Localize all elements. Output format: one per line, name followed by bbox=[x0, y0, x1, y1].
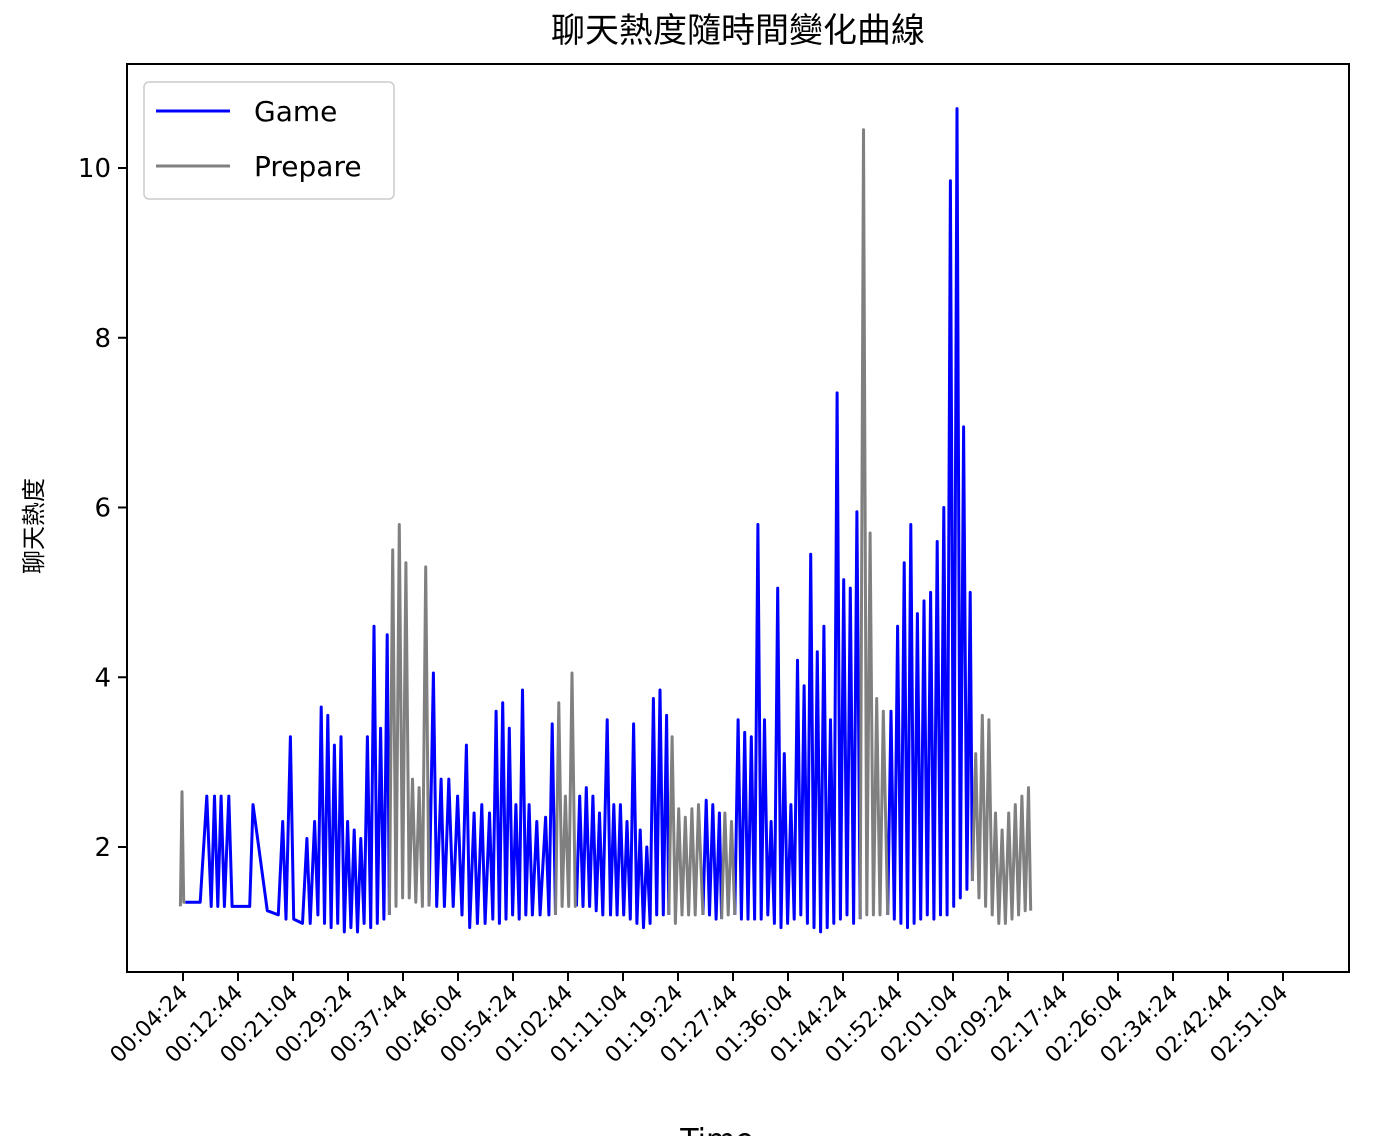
y-tick-label: 2 bbox=[94, 833, 111, 863]
y-tick-label: 10 bbox=[78, 154, 111, 184]
y-axis-label: 聊天熱度 bbox=[20, 478, 48, 574]
series-game-segment-1 bbox=[427, 671, 557, 930]
y-tick-label: 6 bbox=[94, 494, 111, 524]
legend-label-game: Game bbox=[254, 95, 337, 128]
series-layer bbox=[178, 107, 1033, 934]
chart-title: 聊天熱度隨時間變化曲線 bbox=[551, 11, 925, 51]
y-tick-label: 4 bbox=[94, 663, 111, 693]
series-prepare-segment-3 bbox=[667, 735, 705, 925]
y-tick-label: 8 bbox=[94, 324, 111, 354]
series-game bbox=[185, 107, 974, 934]
y-axis: 2 4 6 8 10 bbox=[78, 154, 127, 863]
series-prepare-segment-1 bbox=[387, 523, 431, 915]
series-prepare bbox=[178, 128, 1033, 925]
series-prepare-segment-5 bbox=[858, 128, 890, 920]
x-axis-label: Time bbox=[679, 1123, 753, 1136]
series-game-segment-3 bbox=[701, 798, 724, 921]
plot-frame bbox=[126, 63, 1350, 973]
legend: Game Prepare bbox=[143, 81, 395, 200]
series-prepare-segment-4 bbox=[720, 811, 737, 920]
series-prepare-segment-0 bbox=[178, 790, 186, 907]
series-game-segment-4 bbox=[733, 391, 862, 934]
series-game-segment-0 bbox=[185, 624, 391, 934]
series-game-segment-2 bbox=[574, 688, 671, 930]
series-prepare-segment-6 bbox=[970, 713, 1033, 925]
series-prepare-segment-2 bbox=[554, 671, 577, 915]
series-game-segment-5 bbox=[886, 107, 974, 930]
legend-label-prepare: Prepare bbox=[254, 150, 362, 183]
